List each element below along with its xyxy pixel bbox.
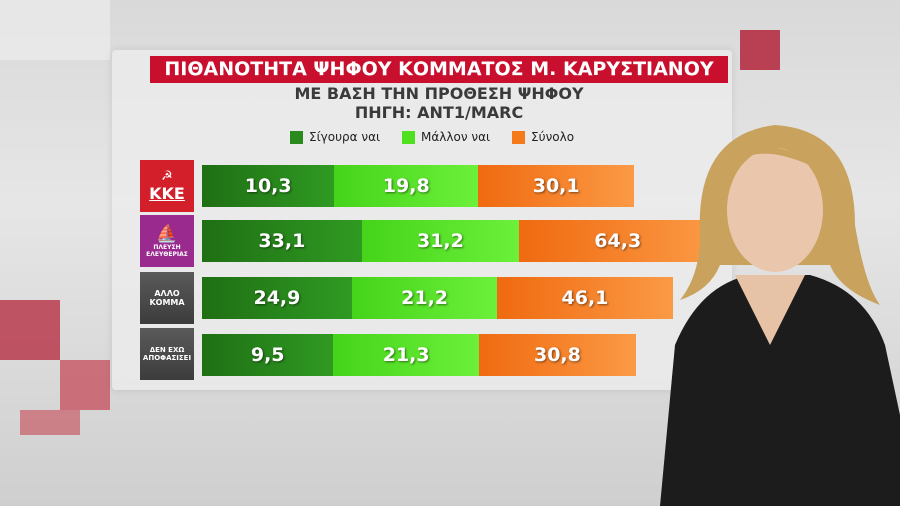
data-label: 10,3 [244, 175, 292, 197]
bar-segment-sure: 24,9 [202, 277, 352, 319]
logo-text: ΠΛΕΥΣΗ [153, 244, 181, 251]
bar-segment-sure: 33,1 [202, 220, 362, 262]
data-label: 24,9 [253, 287, 301, 309]
bar-segment-sure: 10,3 [202, 165, 335, 207]
data-label: 33,1 [258, 230, 306, 252]
bg-square [0, 0, 110, 60]
sails-icon: ⛵ [156, 224, 178, 244]
bar-segment-likely: 19,8 [334, 165, 479, 207]
hammer-sickle-icon: ☭ [161, 168, 173, 184]
chart-title: ΠΙΘΑΝΟΤΗΤΑ ΨΗΦΟΥ ΚΟΜΜΑΤΟΣ Μ. ΚΑΡΥΣΤΙΑΝΟΥ [150, 56, 728, 83]
legend-item-total: Σύνολο [512, 130, 574, 144]
data-label: 64,3 [594, 230, 642, 252]
data-label: 46,1 [561, 287, 609, 309]
bg-square [740, 30, 780, 70]
legend: Σίγουρα ναι Μάλλον ναι Σύνολο [290, 130, 574, 144]
legend-swatch [512, 130, 526, 144]
legend-swatch [290, 130, 303, 144]
bar-segment-likely: 21,3 [333, 334, 479, 376]
bar-segment-likely: 31,2 [361, 220, 520, 262]
logo-text: ΑΠΟΦΑΣΙΣΕΙ [142, 354, 192, 362]
kke-logo: ☭ ΚΚΕ [140, 160, 194, 212]
data-label: 9,5 [250, 344, 285, 366]
bar-segment-sure: 9,5 [202, 334, 334, 376]
chart-source: ΠΗΓΗ: ANT1/MARC [354, 103, 524, 122]
bg-square [0, 300, 60, 360]
data-label: 30,8 [533, 344, 581, 366]
bar-segment-total: 46,1 [497, 277, 673, 319]
data-label: 19,8 [382, 175, 430, 197]
data-label: 31,2 [416, 230, 464, 252]
den-exo-apofasisei-label: ΔΕΝ ΕΧΩ ΑΠΟΦΑΣΙΣΕΙ [140, 328, 194, 380]
legend-label: Σύνολο [531, 130, 575, 144]
logo-text: ΑΛΛΟ [154, 289, 180, 298]
face [727, 148, 823, 272]
person-photo [660, 125, 900, 506]
plefsi-logo: ⛵ ΠΛΕΥΣΗ ΕΛΕΥΘΕΡΙΑΣ [140, 215, 194, 267]
hair-fringe [725, 147, 820, 175]
data-label: 21,2 [401, 287, 449, 309]
legend-label: Μάλλον ναι [421, 130, 491, 144]
logo-text: ΚΟΜΜΑ [149, 298, 185, 307]
bar-segment-total: 30,8 [478, 334, 636, 376]
bar-segment-total: 30,1 [478, 165, 635, 207]
bg-square [20, 410, 80, 435]
allo-komma-label: ΑΛΛΟ ΚΟΜΜΑ [140, 272, 194, 324]
bg-square [60, 360, 110, 410]
logo-text: ΔΕΝ ΕΧΩ [149, 346, 185, 354]
jacket [660, 275, 900, 506]
bar-segment-likely: 21,2 [351, 277, 498, 319]
legend-item-sure: Σίγουρα ναι [290, 130, 380, 144]
logo-text: ΕΛΕΥΘΕΡΙΑΣ [146, 251, 188, 258]
legend-item-likely: Μάλλον ναι [402, 130, 490, 144]
legend-label: Σίγουρα ναι [309, 130, 381, 144]
neck [735, 275, 805, 345]
data-label: 30,1 [532, 175, 580, 197]
data-label: 21,3 [382, 344, 430, 366]
chart-subtitle: ΜΕ ΒΑΣΗ ΤΗΝ ΠΡΟΘΕΣΗ ΨΗΦΟΥ [294, 84, 584, 103]
legend-swatch [402, 130, 416, 144]
kke-logo-text: ΚΚΕ [149, 183, 185, 203]
bar-segment-total: 64,3 [519, 220, 717, 262]
